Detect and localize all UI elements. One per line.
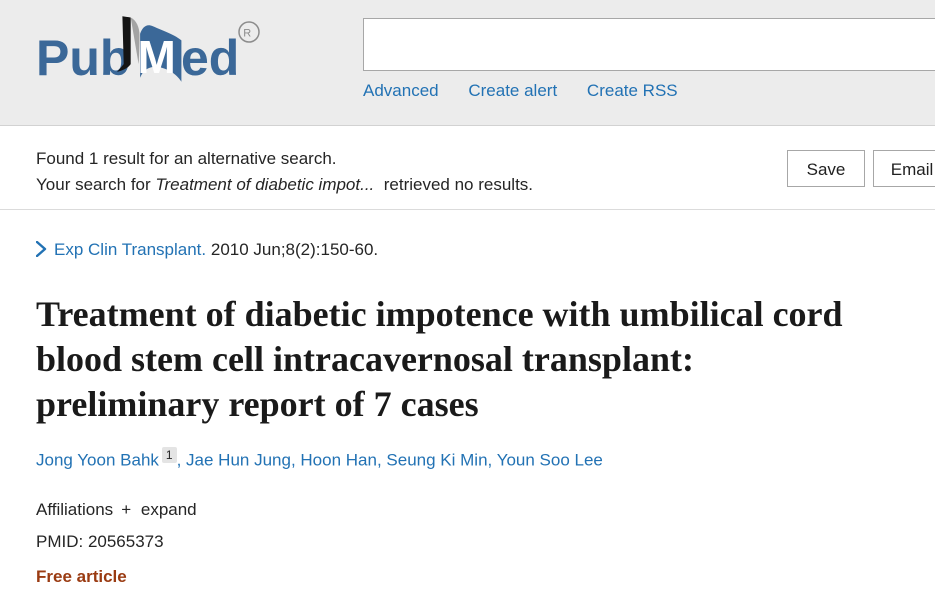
svg-text:R: R <box>243 28 251 40</box>
svg-text:Pub: Pub <box>36 30 130 86</box>
svg-text:M: M <box>138 31 176 83</box>
svg-text:ed: ed <box>181 30 239 86</box>
